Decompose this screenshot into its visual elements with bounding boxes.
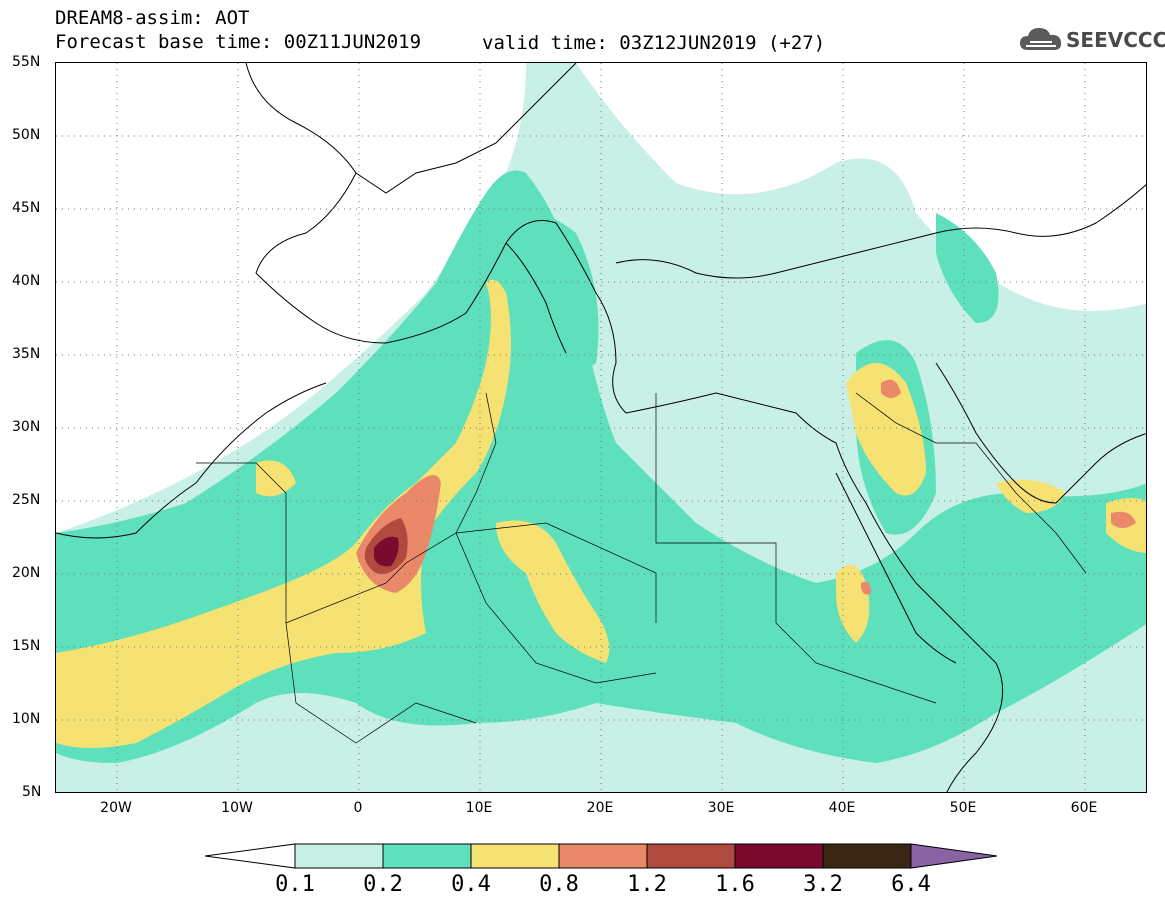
colorbar-label-6: 3.2	[803, 872, 843, 897]
lat-label-55n: 55N	[12, 54, 41, 70]
colorbar-label-3: 0.8	[539, 872, 579, 897]
colorbar-low-arrow	[205, 843, 296, 869]
logo-text: SEEVCCC	[1066, 28, 1165, 52]
lat-label-10n: 10N	[12, 711, 41, 727]
colorbar-swatch-5	[734, 843, 824, 869]
lon-label-10e: 10E	[465, 800, 493, 816]
map-canvas	[56, 63, 1146, 792]
lat-label-20n: 20N	[12, 565, 41, 581]
colorbar-label-5: 1.6	[715, 872, 755, 897]
aot-map	[55, 62, 1147, 793]
lon-label-10w: 10W	[221, 800, 253, 816]
lat-label-5n: 5N	[22, 784, 42, 800]
graticule	[56, 63, 1146, 792]
lat-label-40n: 40N	[12, 273, 41, 289]
colorbar-label-7: 6.4	[891, 872, 931, 897]
coastlines	[56, 63, 1146, 792]
lat-label-35n: 35N	[12, 346, 41, 362]
colorbar-swatch-0	[294, 843, 384, 869]
lat-label-25n: 25N	[12, 492, 41, 508]
lat-label-45n: 45N	[12, 200, 41, 216]
lon-label-40e: 40E	[828, 800, 856, 816]
forecast-base-time: Forecast base time: 00Z11JUN2019	[55, 31, 422, 53]
colorbar-label-0: 0.1	[275, 872, 315, 897]
colorbar-label-2: 0.4	[451, 872, 491, 897]
country-borders	[196, 392, 1087, 744]
lon-label-20w: 20W	[100, 800, 132, 816]
valid-time: valid time: 03Z12JUN2019 (+27)	[482, 32, 826, 54]
lat-label-30n: 30N	[12, 419, 41, 435]
lon-label-50e: 50E	[949, 800, 977, 816]
lon-label-30e: 30E	[707, 800, 735, 816]
aot-level-1.6	[374, 536, 399, 567]
colorbar-label-1: 0.2	[363, 872, 403, 897]
colorbar-swatch-2	[470, 843, 560, 869]
lon-label-0: 0	[353, 800, 363, 816]
colorbar-swatch-6	[822, 843, 912, 869]
lat-label-50n: 50N	[12, 127, 41, 143]
colorbar-swatch-1	[382, 843, 472, 869]
colorbar	[205, 843, 998, 869]
colorbar-swatch-4	[646, 843, 736, 869]
seevccc-logo: SEEVCCC	[1018, 24, 1165, 56]
lat-label-15n: 15N	[12, 638, 41, 654]
lon-label-60e: 60E	[1070, 800, 1098, 816]
cloud-icon	[1020, 28, 1062, 50]
colorbar-high-arrow	[910, 843, 998, 869]
map-title: DREAM8-assim: AOT	[55, 7, 250, 29]
colorbar-label-4: 1.2	[627, 872, 667, 897]
lon-label-20e: 20E	[586, 800, 614, 816]
colorbar-swatch-3	[558, 843, 648, 869]
